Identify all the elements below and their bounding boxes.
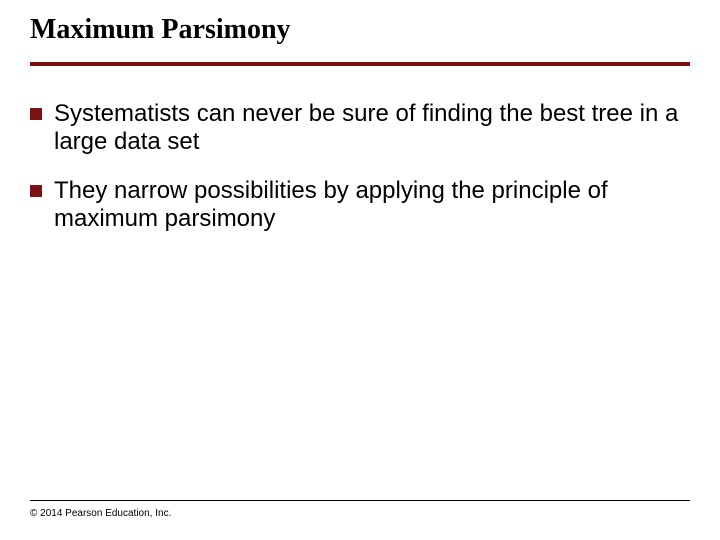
bullet-item: Systematists can never be sure of findin… [30,100,690,157]
slide: Maximum Parsimony Systematists can never… [0,0,720,540]
bullet-item: They narrow possibilities by applying th… [30,177,690,234]
slide-title: Maximum Parsimony [30,14,291,46]
bullet-text: Systematists can never be sure of findin… [54,100,678,155]
content-area: Systematists can never be sure of findin… [30,100,690,233]
title-divider [30,62,690,66]
footer-divider [30,500,690,501]
bullet-text: They narrow possibilities by applying th… [54,177,608,232]
copyright-text: © 2014 Pearson Education, Inc. [30,508,171,519]
bullet-list: Systematists can never be sure of findin… [30,100,690,233]
